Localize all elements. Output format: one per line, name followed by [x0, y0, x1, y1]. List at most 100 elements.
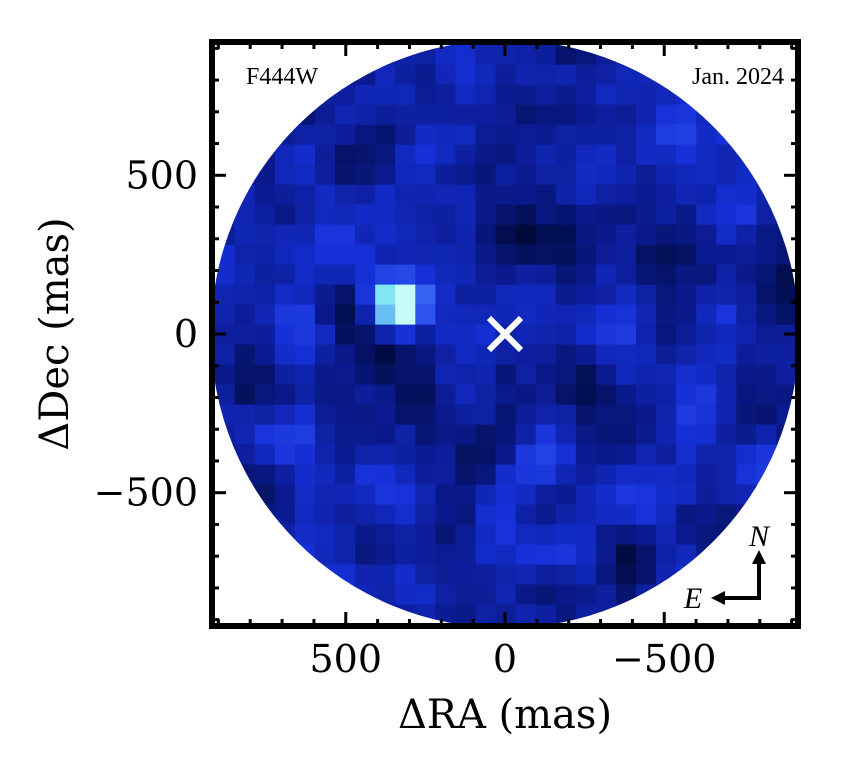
heatmap-pixel	[354, 184, 376, 205]
heatmap-pixel	[174, 564, 195, 585]
heatmap-pixel	[615, 503, 637, 525]
heatmap-pixel	[535, 644, 556, 665]
heatmap-pixel	[615, 264, 637, 285]
heatmap-pixel	[715, 483, 737, 505]
heatmap-pixel	[334, 463, 356, 485]
heatmap-pixel	[595, 44, 616, 65]
heatmap-pixel	[355, 4, 376, 25]
heatmap-pixel	[535, 184, 556, 205]
heatmap-pixel	[816, 624, 837, 645]
heatmap-pixel	[675, 244, 697, 265]
heatmap-pixel	[494, 543, 516, 565]
heatmap-pixel	[334, 443, 356, 465]
heatmap-pixel	[675, 104, 697, 125]
heatmap-pixel	[314, 523, 336, 545]
heatmap-pixel	[314, 583, 336, 605]
heatmap-pixel	[494, 523, 516, 545]
heatmap-pixel	[535, 104, 556, 125]
heatmap-pixel	[454, 104, 476, 125]
heatmap-pixel	[515, 4, 536, 25]
heatmap-pixel	[454, 324, 476, 345]
heatmap-pixel	[655, 383, 677, 405]
heatmap-pixel	[174, 4, 195, 25]
heatmap-pixel	[775, 563, 797, 585]
heatmap-pixel	[454, 244, 476, 265]
heatmap-pixel	[354, 104, 376, 125]
heatmap-pixel	[314, 184, 336, 205]
heatmap-pixel	[274, 204, 295, 225]
heatmap-pixel	[294, 403, 315, 425]
heatmap-pixel	[254, 4, 275, 25]
heatmap-pixel	[675, 403, 697, 425]
heatmap-pixel	[615, 224, 637, 245]
heatmap-pixel	[454, 144, 476, 165]
heatmap-pixel	[414, 224, 436, 245]
heatmap-pixel	[816, 284, 837, 305]
heatmap-pixel	[595, 363, 616, 385]
heatmap-pixel	[695, 523, 717, 545]
heatmap-pixel	[575, 343, 596, 365]
heatmap-pixel	[595, 443, 616, 465]
heatmap-pixel	[695, 324, 717, 345]
heatmap-pixel	[715, 284, 737, 305]
heatmap-pixel	[394, 224, 416, 245]
heatmap-pixel	[595, 284, 616, 305]
heatmap-pixel	[234, 264, 255, 285]
heatmap-pixel	[655, 563, 677, 585]
heatmap-pixel	[695, 184, 717, 205]
heatmap-pixel	[354, 443, 376, 465]
heatmap-pixel	[294, 264, 315, 285]
heatmap-pixel	[455, 644, 476, 665]
heatmap-pixel	[715, 443, 737, 465]
heatmap-pixel	[414, 423, 436, 445]
heatmap-pixel	[394, 583, 416, 605]
heatmap-pixel	[675, 343, 697, 365]
heatmap-pixel	[174, 124, 195, 145]
heatmap-pixel	[294, 343, 315, 365]
heatmap-pixel	[214, 224, 235, 245]
heatmap-pixel	[775, 603, 797, 625]
heatmap-pixel	[434, 164, 456, 185]
heatmap-pixel	[234, 523, 255, 545]
heatmap-pixel	[375, 4, 396, 25]
heatmap-pixel	[474, 144, 496, 165]
heatmap-pixel	[735, 343, 757, 365]
heatmap-pixel	[595, 324, 616, 345]
heatmap-pixel	[434, 144, 456, 165]
heatmap-pixel	[595, 264, 616, 285]
heatmap-pixel	[434, 523, 456, 545]
heatmap-pixel	[715, 324, 737, 345]
heatmap-pixel	[354, 603, 376, 625]
heatmap-pixel	[555, 324, 576, 345]
heatmap-pixel	[555, 44, 576, 65]
heatmap-pixel	[635, 583, 657, 605]
heatmap-pixel	[555, 104, 576, 125]
heatmap-pixel	[394, 44, 416, 65]
heatmap-pixel	[575, 44, 596, 65]
heatmap-pixel	[234, 144, 255, 165]
heatmap-pixel	[695, 543, 717, 565]
heatmap-pixel	[434, 343, 456, 365]
heatmap-pixel	[294, 44, 315, 65]
heatmap-pixel	[575, 423, 596, 445]
heatmap-pixel	[334, 84, 356, 105]
heatmap-pixel	[615, 284, 637, 305]
heatmap-pixel	[635, 363, 657, 385]
heatmap-pixel	[294, 563, 315, 585]
heatmap-pixel	[535, 224, 556, 245]
heatmap-pixel	[254, 523, 275, 545]
heatmap-pixel	[615, 124, 637, 145]
heatmap-pixel	[816, 444, 837, 465]
heatmap-pixel	[354, 563, 376, 585]
heatmap-pixel	[294, 583, 315, 605]
heatmap-pixel	[735, 44, 757, 65]
heatmap-pixel	[434, 184, 456, 205]
heatmap-pixel	[414, 44, 436, 65]
heatmap-pixel	[635, 543, 657, 565]
heatmap-pixel	[775, 144, 797, 165]
heatmap-pixel	[374, 503, 396, 525]
star-marker-stroke	[486, 315, 524, 353]
heatmap-pixel	[515, 383, 536, 405]
heatmap-pixel	[294, 224, 315, 245]
heatmap-pixel	[434, 383, 456, 405]
